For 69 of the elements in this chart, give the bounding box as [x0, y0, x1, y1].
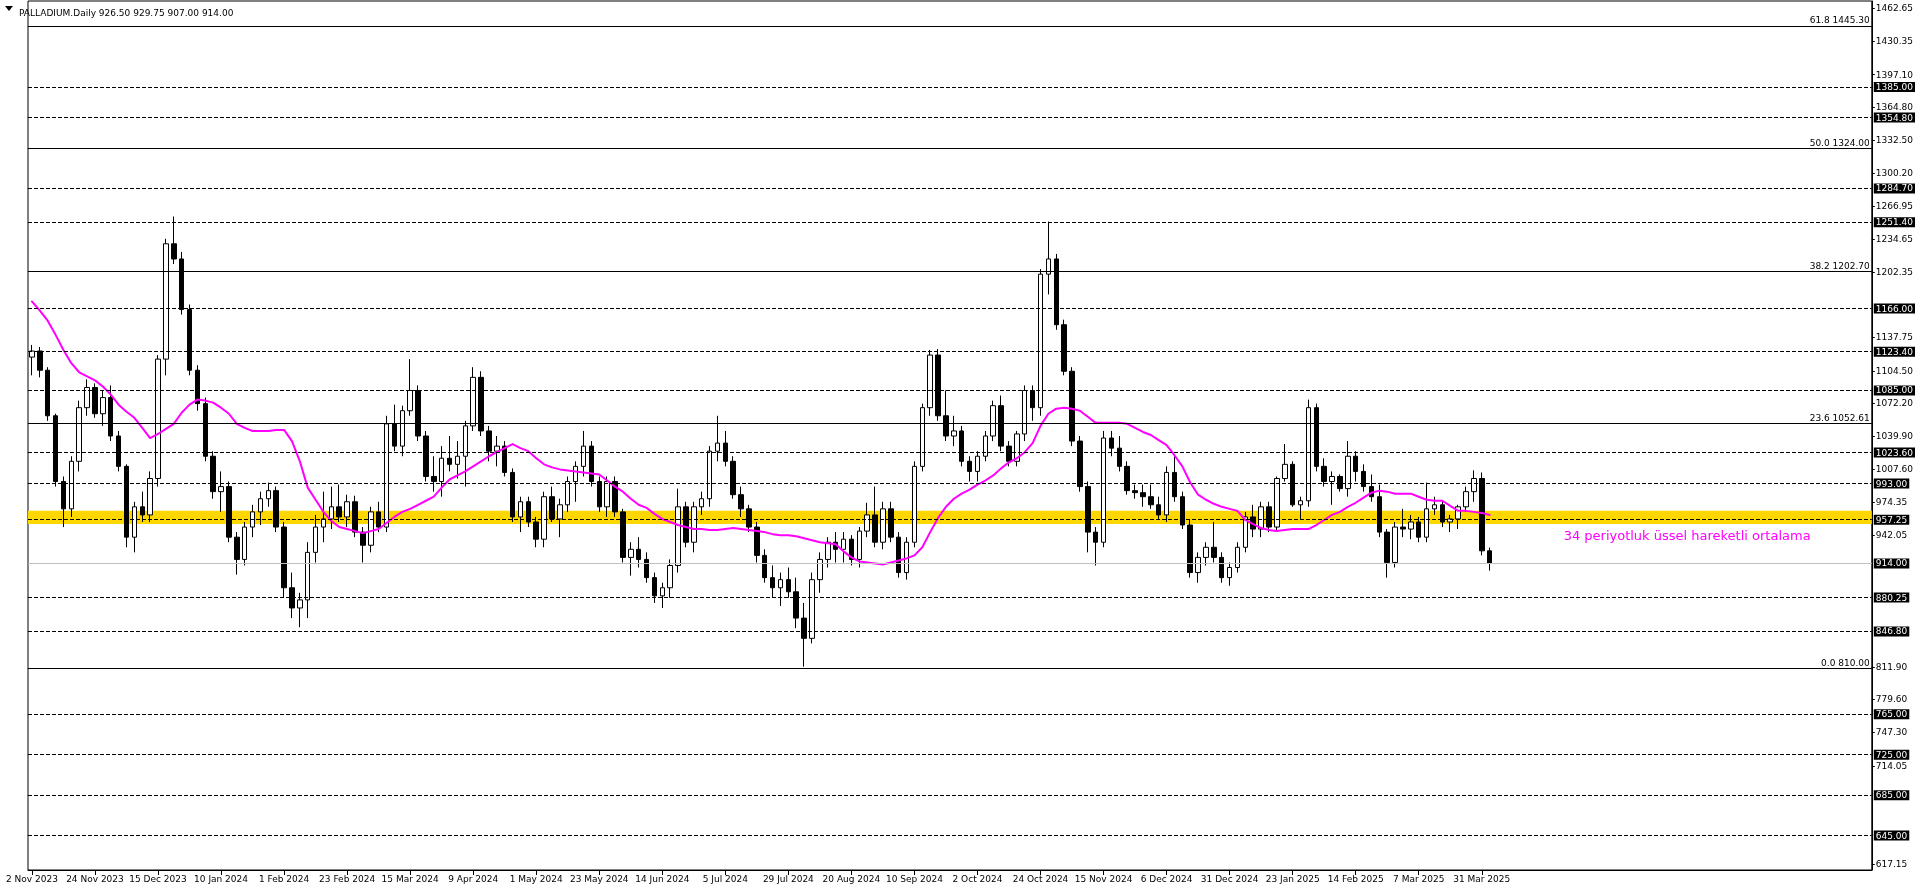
x-tick-label: 24 Oct 2024 [1012, 873, 1069, 884]
ref-line-label: 1023.60 [1875, 447, 1914, 458]
y-tick-label: 1202.35 [1875, 266, 1913, 277]
x-tick-label: 31 Dec 2024 [1200, 873, 1259, 884]
ref-line-label: 23.6 1052.61 [1809, 412, 1870, 423]
x-tick-label: 14 Feb 2025 [1327, 873, 1384, 884]
y-tick-label: 811.90 [1875, 661, 1908, 672]
ref-line-label: 765.00 [1875, 709, 1908, 720]
ref-line-label: 1354.80 [1875, 112, 1914, 123]
x-tick-label: 2 Nov 2023 [5, 873, 58, 884]
x-tick-label: 23 Feb 2024 [319, 873, 376, 884]
ref-line-label: 685.00 [1875, 790, 1908, 801]
ref-line-label: 50.0 1324.00 [1809, 138, 1871, 149]
ref-line-label: 645.00 [1875, 830, 1908, 841]
ref-line-label: 0.0 810.00 [1821, 658, 1871, 669]
x-tick-label: 20 Aug 2024 [822, 873, 881, 884]
y-tick-label: 1007.60 [1875, 463, 1914, 474]
y-tick-label: 1397.10 [1875, 69, 1914, 80]
text: PALLADIUM.Daily 926.50 929.75 907.00 914.00 [19, 7, 234, 18]
ref-line-label: 993.00 [1875, 478, 1908, 489]
x-tick-label: 9 Apr 2024 [448, 873, 499, 884]
y-tick-label: 1266.95 [1875, 201, 1913, 212]
x-tick-label: 7 Mar 2025 [1393, 873, 1445, 884]
x-tick-label: 6 Dec 2024 [1140, 873, 1193, 884]
x-tick-label: 15 Dec 2023 [129, 873, 187, 884]
x-tick-label: 15 Mar 2024 [381, 873, 439, 884]
ref-line-label: 1123.40 [1875, 346, 1914, 357]
y-tick-label: 1104.50 [1875, 365, 1914, 376]
y-tick-label: 1364.80 [1875, 102, 1914, 113]
y-tick-label: 974.35 [1875, 497, 1908, 508]
x-tick-label: 10 Sep 2024 [885, 873, 944, 884]
x-tick-label: 31 Mar 2025 [1453, 873, 1511, 884]
ref-line-label: 1385.00 [1875, 81, 1914, 92]
ref-line-label: 1284.70 [1875, 183, 1914, 194]
y-tick-label: 1300.20 [1875, 167, 1914, 178]
ref-line-label: 1166.00 [1875, 303, 1914, 314]
x-tick-label: 14 Jun 2024 [635, 873, 690, 884]
y-tick-label: 1039.90 [1875, 431, 1914, 442]
y-tick-label: 1234.65 [1875, 234, 1913, 245]
ref-line-label: 880.25 [1875, 592, 1908, 603]
y-tick-label: 1430.35 [1875, 36, 1913, 47]
y-tick-label: 1332.50 [1875, 135, 1914, 146]
ref-line-label: 61.8 1445.30 [1809, 15, 1871, 26]
y-tick-label: 747.30 [1875, 727, 1908, 738]
y-tick-label: 617.15 [1875, 858, 1908, 869]
x-tick-label: 10 Jan 2024 [194, 873, 249, 884]
ref-line-label: 38.2 1202.70 [1809, 260, 1871, 271]
y-tick-label: 1137.75 [1875, 332, 1913, 343]
ref-line-label: 957.25 [1875, 514, 1908, 525]
y-tick-label: 714.05 [1875, 760, 1908, 771]
y-tick-label: 942.05 [1875, 530, 1908, 541]
x-tick-label: 5 Jul 2024 [702, 873, 749, 884]
x-tick-label: 23 May 2024 [569, 873, 629, 884]
y-tick-label: 1072.20 [1875, 398, 1914, 409]
ref-line-label: 846.80 [1875, 626, 1908, 637]
x-tick-label: 2 Oct 2024 [952, 873, 1003, 884]
x-tick-label: 1 Feb 2024 [258, 873, 310, 884]
text: 34 periyotluk üssel hareketli ortalama [1563, 528, 1811, 544]
ref-line-label: 1251.40 [1875, 217, 1914, 228]
x-tick-label: 23 Jan 2025 [1265, 873, 1320, 884]
y-tick-label: 779.60 [1875, 694, 1908, 705]
x-tick-label: 15 Nov 2024 [1074, 873, 1133, 884]
ref-line-label: 914.00 [1875, 558, 1908, 569]
x-tick-label: 29 Jul 2024 [762, 873, 815, 884]
x-tick-label: 24 Nov 2023 [66, 873, 124, 884]
ref-line-label: 1085.00 [1875, 385, 1914, 396]
ref-line-label: 725.00 [1875, 749, 1908, 760]
x-tick-label: 1 May 2024 [509, 873, 563, 884]
y-tick-label: 1462.65 [1875, 3, 1913, 14]
